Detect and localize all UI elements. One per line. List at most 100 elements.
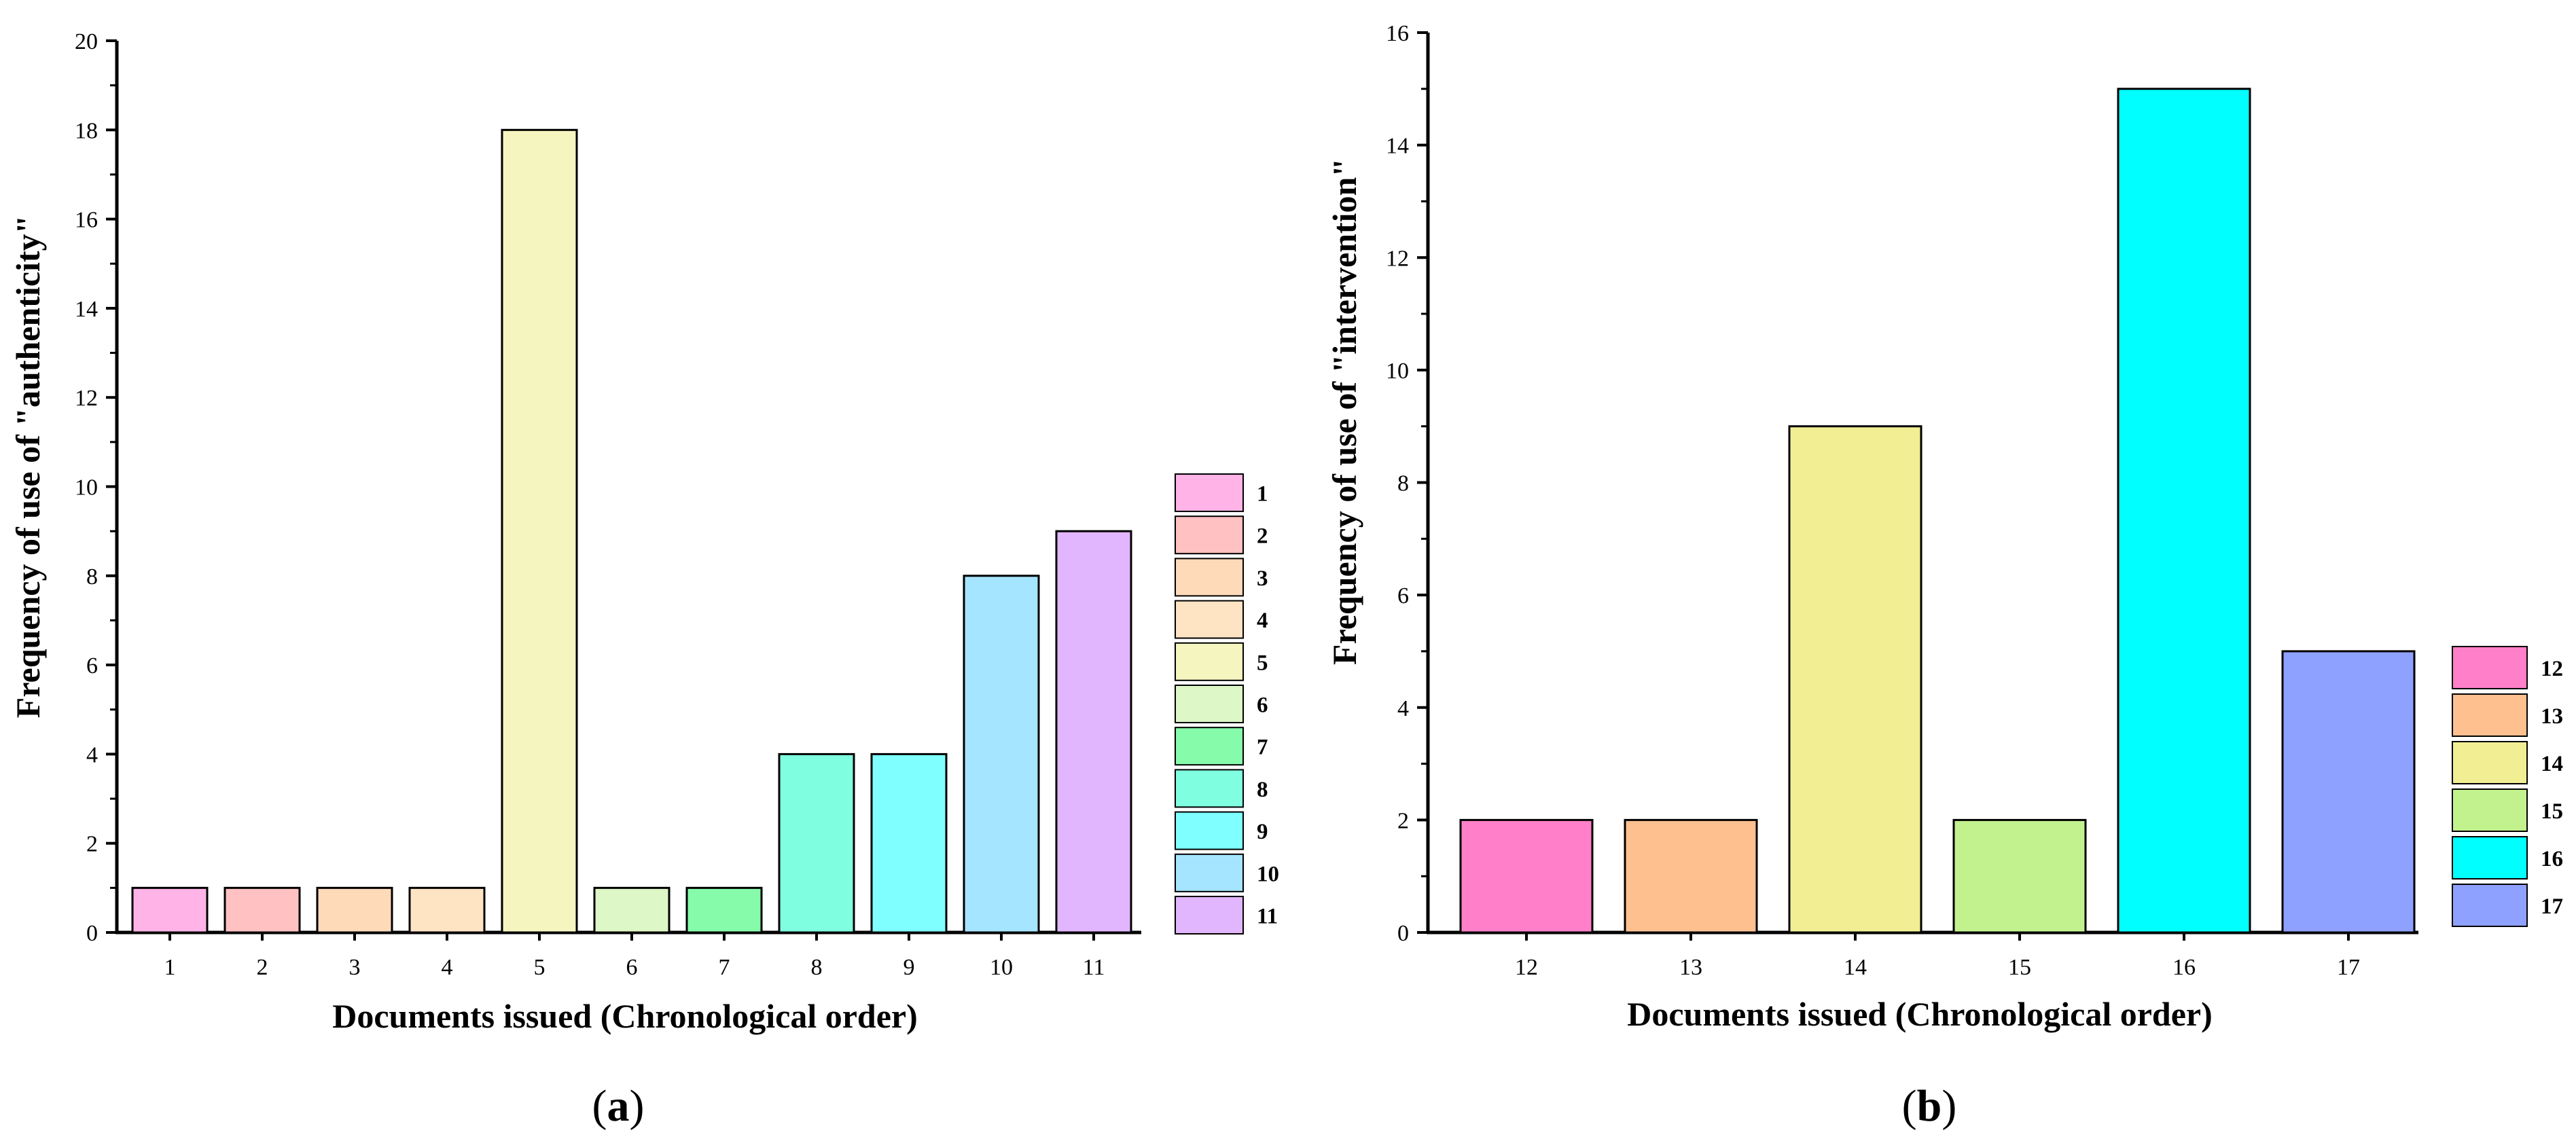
chart-b-legend-swatch — [2452, 646, 2528, 689]
chart-a-legend-label: 4 — [1257, 609, 1268, 633]
chart-a-x-tick-label: 6 — [626, 955, 638, 980]
chart-b-legend-label: 16 — [2541, 847, 2563, 871]
chart-a-x-tick-label: 7 — [719, 955, 730, 980]
chart-a-x-tick-label: 10 — [990, 955, 1013, 980]
chart-a-legend-label: 3 — [1257, 566, 1268, 591]
chart-a-legend-swatch — [1175, 811, 1244, 850]
chart-a-legend: 1 2 3 4 5 6 7 8 9 10 11 — [1175, 473, 1279, 935]
chart-b-y-tick-label: 16 — [1386, 21, 1409, 46]
chart-a-x-ticks: 1 2 3 4 5 6 7 8 9 10 11 — [164, 932, 1105, 980]
chart-a-x-tick-label: 9 — [904, 955, 915, 980]
chart-a-y-tick-label: 20 — [75, 29, 98, 54]
chart-b-y-ticks: 0 2 4 6 8 10 12 14 16 — [1386, 21, 1428, 946]
chart-b-bar — [1624, 818, 1758, 934]
chart-a-legend-swatch — [1175, 853, 1244, 892]
chart-a-bar — [316, 886, 393, 934]
chart-a-legend-swatch — [1175, 515, 1244, 555]
chart-b-y-tick-label: 10 — [1386, 359, 1409, 384]
chart-b-legend-label: 13 — [2541, 704, 2563, 729]
chart-a-bar — [408, 886, 486, 934]
chart-a-x-axis-title: Documents issued (Chronological order) — [332, 997, 918, 1035]
chart-a-legend-swatch — [1175, 769, 1244, 808]
chart-a-panel-label: (a) — [592, 1081, 645, 1131]
chart-a-x-tick-label: 5 — [534, 955, 545, 980]
chart-a-x-tick-label: 2 — [257, 955, 268, 980]
chart-a-x-tick-label: 3 — [349, 955, 361, 980]
chart-a-legend-label: 9 — [1257, 820, 1268, 844]
chart-b-x-tick-label: 15 — [2008, 955, 2031, 980]
chart-a-bar — [685, 886, 763, 934]
chart-a-panel-letter: a — [607, 1081, 630, 1131]
chart-a-x-tick-label: 1 — [164, 955, 176, 980]
chart-a-x-tick-label: 8 — [811, 955, 823, 980]
chart-b-x-tick-label: 13 — [1679, 955, 1702, 980]
chart-a-bar — [963, 575, 1040, 934]
chart-a-y-tick-label: 0 — [86, 921, 98, 946]
chart-a-legend-label: 2 — [1257, 524, 1268, 549]
chart-a-legend-label: 5 — [1257, 651, 1268, 675]
chart-a-legend-label: 1 — [1257, 482, 1268, 507]
chart-a-y-tick-label: 4 — [86, 742, 98, 767]
chart-a-bars — [131, 128, 1132, 934]
chart-b-y-tick-label: 0 — [1397, 921, 1409, 946]
chart-b-y-tick-label: 8 — [1397, 471, 1409, 496]
chart-b-x-ticks: 12 13 14 15 16 17 — [1515, 932, 2360, 980]
chart-b-bar — [1952, 818, 2087, 934]
chart-b-y-tick-label: 12 — [1386, 246, 1409, 271]
chart-a-y-tick-label: 2 — [86, 832, 98, 857]
chart-a-y-tick-label: 14 — [75, 297, 98, 322]
chart-a-legend-label: 10 — [1257, 862, 1279, 886]
chart-a-legend-label: 7 — [1257, 736, 1268, 760]
chart-b-legend-label: 14 — [2541, 752, 2563, 776]
chart-b-bars — [1459, 88, 2416, 934]
chart-a-bar — [501, 128, 578, 934]
chart-b-bar — [1459, 818, 1594, 934]
chart-a-y-tick-label: 12 — [75, 386, 98, 411]
chart-b-legend-swatch — [2452, 884, 2528, 927]
chart-a-y-tick-label: 18 — [75, 118, 98, 143]
chart-a-y-tick-label: 6 — [86, 653, 98, 678]
chart-b-legend-swatch — [2452, 741, 2528, 784]
chart-a-bar — [1055, 530, 1132, 934]
chart-a-bar — [223, 886, 301, 934]
chart-a-legend-label: 8 — [1257, 778, 1268, 802]
chart-b-legend-label: 12 — [2541, 657, 2563, 681]
chart-a-legend-swatch — [1175, 473, 1244, 512]
chart-a-legend-swatch — [1175, 896, 1244, 935]
chart-a-bar — [778, 752, 855, 934]
chart-a-legend-swatch — [1175, 727, 1244, 766]
chart-a-y-axis-title: Frequency of use of "authenticity" — [9, 215, 47, 719]
chart-a-legend-label: 11 — [1257, 905, 1278, 929]
chart-b-legend-label: 17 — [2541, 894, 2563, 919]
chart-b-y-tick-label: 6 — [1397, 583, 1409, 609]
chart-a-bar — [593, 886, 670, 934]
chart-b-x-tick-label: 17 — [2337, 955, 2360, 980]
chart-b-legend-swatch — [2452, 788, 2528, 832]
chart-b-legend-swatch — [2452, 693, 2528, 737]
chart-b-legend: 12 13 14 15 16 17 — [2452, 646, 2563, 927]
chart-a-y-tick-label: 16 — [75, 208, 98, 233]
chart-a-y-tick-label: 8 — [86, 564, 98, 589]
chart-b-y-axis-title: Frequency of use of "intervention" — [1325, 158, 1363, 665]
chart-b-y-tick-label: 4 — [1397, 696, 1409, 721]
chart-b-x-axis-title: Documents issued (Chronological order) — [1627, 995, 2213, 1033]
chart-b-y-tick-label: 2 — [1397, 808, 1409, 833]
chart-b-panel-letter: b — [1917, 1081, 1942, 1131]
chart-b-bar — [2117, 88, 2251, 934]
chart-a-y-ticks: 0 2 4 6 8 10 12 14 16 18 20 — [75, 29, 117, 946]
chart-a-legend-swatch — [1175, 558, 1244, 597]
chart-b-panel-label: (b) — [1902, 1081, 1957, 1131]
chart-b-legend-swatch — [2452, 836, 2528, 879]
chart-a-x-tick-label: 11 — [1083, 955, 1105, 980]
chart-a-bar — [870, 752, 948, 934]
chart-b-legend-label: 15 — [2541, 799, 2563, 824]
chart-b-x-tick-label: 14 — [1844, 955, 1867, 980]
chart-b-bar — [1788, 425, 1922, 934]
chart-b-x-tick-label: 12 — [1515, 955, 1538, 980]
chart-a-legend-swatch — [1175, 600, 1244, 639]
chart-a-x-tick-label: 4 — [442, 955, 453, 980]
chart-a-y-tick-label: 10 — [75, 475, 98, 501]
